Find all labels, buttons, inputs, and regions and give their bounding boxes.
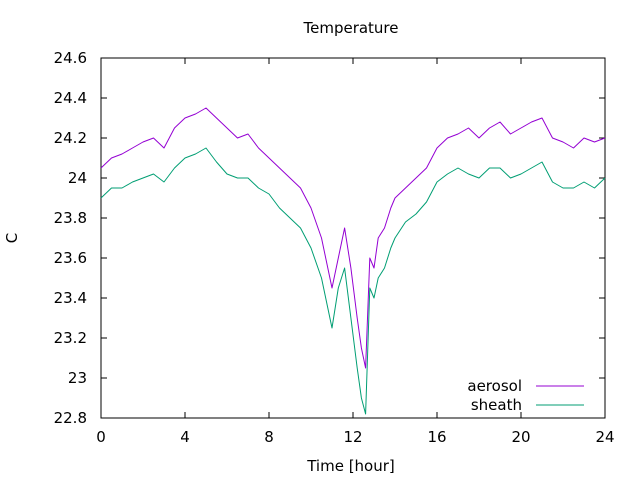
x-tick-label: 20	[511, 428, 530, 446]
x-tick-label: 4	[180, 428, 190, 446]
series-line-sheath	[100, 147, 606, 415]
x-tick-label: 12	[343, 428, 362, 446]
x-tick-label: 24	[595, 428, 614, 446]
y-tick-label: 23.6	[54, 249, 87, 267]
y-tick-label: 24.6	[54, 49, 87, 67]
plot-area: 22.8 23 23.2 23.4 23.6 23.8 24 24.2 24.4 24.6 0 4 8…	[54, 49, 615, 446]
chart-title: Temperature	[302, 19, 398, 37]
series-layer	[100, 107, 606, 415]
y-tick-label: 23.4	[54, 289, 87, 307]
x-axis: 0 4 8 12 16 20 24	[96, 58, 615, 446]
y-axis-label: C	[3, 233, 21, 243]
y-tick-label: 24.4	[54, 89, 87, 107]
y-axis: 22.8 23 23.2 23.4 23.6 23.8 24 24.2 24.4 24.6	[54, 49, 605, 427]
y-tick-label: 23	[68, 369, 87, 387]
x-tick-label: 8	[264, 428, 274, 446]
y-tick-label: 22.8	[54, 409, 87, 427]
y-tick-label: 24	[68, 169, 87, 187]
y-tick-label: 24.2	[54, 129, 87, 147]
y-tick-label: 23.8	[54, 209, 87, 227]
legend-label-aerosol: aerosol	[467, 377, 522, 395]
x-tick-label: 0	[96, 428, 106, 446]
y-tick-label: 23.2	[54, 329, 87, 347]
legend-label-sheath: sheath	[471, 396, 522, 414]
series-line-aerosol	[100, 107, 606, 369]
x-axis-label: Time [hour]	[306, 457, 395, 475]
x-tick-label: 16	[427, 428, 446, 446]
